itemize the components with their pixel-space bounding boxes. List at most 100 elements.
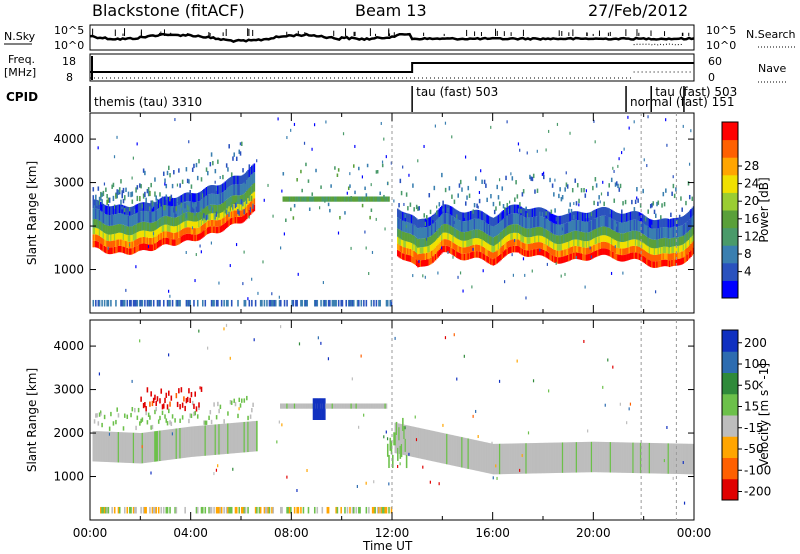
power-noise <box>402 165 404 169</box>
velocity-cell <box>347 403 350 409</box>
power-cell <box>152 211 155 223</box>
velocity-noise <box>442 423 444 427</box>
velocity-upper <box>155 406 157 412</box>
power-cell <box>495 257 497 265</box>
power-cell <box>251 206 253 214</box>
velocity-cell <box>517 443 520 474</box>
power-ground <box>179 299 181 307</box>
power-noise <box>325 120 327 124</box>
power-cell <box>512 224 515 233</box>
power-cell <box>599 227 602 236</box>
power-cell <box>627 221 629 233</box>
power-cell <box>588 221 590 233</box>
power-upper-band <box>237 208 239 215</box>
power-noise <box>672 175 674 179</box>
power-cell <box>429 251 432 258</box>
power-cell <box>559 244 561 251</box>
velocity-cell <box>495 443 497 475</box>
power-cell <box>496 243 498 251</box>
power-cell <box>503 250 506 257</box>
power-cell <box>642 242 644 250</box>
power-scatter <box>207 170 209 176</box>
power-noise <box>365 246 367 250</box>
power-cell <box>554 223 556 235</box>
power-upper-band <box>186 204 189 211</box>
power-ground <box>217 299 219 307</box>
power-cell <box>462 253 465 261</box>
power-scatter <box>673 193 676 199</box>
power-cell <box>117 239 120 246</box>
power-cell <box>213 226 215 233</box>
velocity-cell <box>352 403 355 409</box>
power-cell <box>658 247 661 255</box>
velocity-cell <box>354 403 356 409</box>
power-cell <box>605 248 608 256</box>
power-ground <box>316 299 319 307</box>
power-cell <box>400 219 403 231</box>
velocity-cell <box>176 428 179 459</box>
velocity-cell <box>214 424 217 455</box>
power-cell <box>691 248 694 256</box>
power-cell <box>613 246 616 253</box>
power-cell <box>103 204 106 214</box>
power-cell <box>652 254 655 262</box>
power-cell <box>130 206 132 216</box>
power-scatter <box>476 203 478 208</box>
power-cell <box>550 221 553 233</box>
power-cell <box>428 236 431 246</box>
power-cell <box>558 244 560 251</box>
velocity-noise <box>397 464 399 468</box>
power-upper-band <box>152 201 155 207</box>
power-cell <box>441 225 443 234</box>
power-cell <box>482 253 485 260</box>
power-cell <box>579 253 582 260</box>
power-cell <box>437 209 439 219</box>
power-cell <box>686 254 689 261</box>
power-scatter <box>575 201 578 206</box>
power-cell <box>676 226 678 238</box>
velocity-cell <box>366 403 369 409</box>
power-ground <box>186 299 189 307</box>
power-noise <box>585 189 587 193</box>
power-cell <box>244 207 247 214</box>
power-cell <box>414 258 417 265</box>
power-scatter <box>375 170 378 174</box>
velocity-ground <box>219 506 222 514</box>
velocity-cell <box>419 428 422 459</box>
power-scatter <box>248 164 251 169</box>
power-cell <box>627 212 629 222</box>
power-cell <box>491 217 493 227</box>
power-cell <box>173 226 175 233</box>
power-cell <box>452 235 454 243</box>
velocity-cell <box>593 441 595 473</box>
power-flat-band <box>336 196 339 202</box>
velocity-green <box>405 455 408 469</box>
power-cell <box>417 219 419 229</box>
power-cell <box>639 241 642 248</box>
power-cell <box>688 245 691 252</box>
velocity-cell <box>544 442 546 474</box>
power-cell <box>244 213 247 221</box>
power-upper-band <box>229 205 232 211</box>
power-cell <box>495 244 497 252</box>
velocity-cell <box>374 403 376 409</box>
power-cell <box>471 238 473 246</box>
power-flat-band <box>344 196 346 202</box>
power-cell <box>174 232 176 240</box>
power-flat-band <box>351 196 354 202</box>
velocity-cell <box>614 442 617 473</box>
velocity-cell <box>652 443 655 474</box>
power-cell <box>457 239 459 246</box>
power-cell <box>589 231 592 241</box>
power-scatter <box>537 207 540 212</box>
power-cell <box>171 239 174 246</box>
power-cell <box>497 234 500 243</box>
power-scatter <box>106 193 108 199</box>
velocity-ground <box>118 506 121 514</box>
power-cell <box>647 226 649 238</box>
power-cell <box>453 236 456 244</box>
power-cell <box>502 218 505 230</box>
power-cell <box>204 207 207 217</box>
power-cell <box>532 249 535 256</box>
velocity-upper <box>110 411 112 417</box>
